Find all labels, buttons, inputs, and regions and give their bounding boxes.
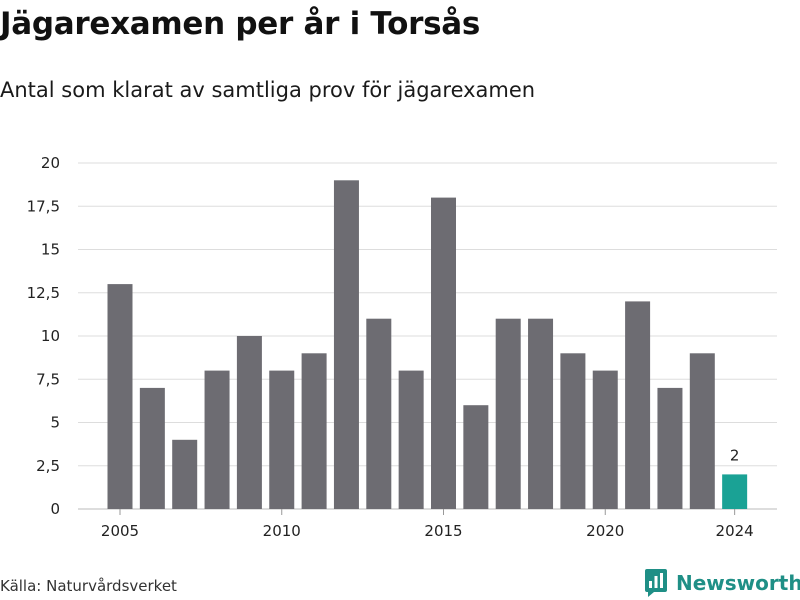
- bar: [301, 353, 327, 509]
- bar: [689, 353, 715, 509]
- bar: [431, 197, 456, 509]
- y-tick-label: 7,5: [36, 370, 60, 388]
- bar: [528, 318, 554, 509]
- y-tick-label: 20: [41, 154, 60, 172]
- brand-logo: Newsworthy: [644, 567, 800, 599]
- bar-highlighted: [722, 474, 748, 509]
- x-axis-ticks: 2005 2010 2015 2020 2024: [101, 509, 754, 540]
- x-tick-label: 2020: [586, 522, 624, 540]
- x-tick-label: 2015: [424, 522, 462, 540]
- x-tick-label: 2024: [716, 522, 754, 540]
- y-tick-label: 10: [41, 327, 60, 345]
- bar: [625, 301, 651, 509]
- chart-subtitle: Antal som klarat av samtliga prov för jä…: [0, 78, 536, 102]
- bar: [592, 370, 618, 509]
- data-label: 2: [730, 446, 740, 464]
- bar: [139, 387, 165, 509]
- bar: [204, 370, 230, 509]
- chart-title: Jägarexamen per år i Torsås: [0, 6, 481, 42]
- bar: [107, 284, 133, 509]
- x-tick-label: 2005: [101, 522, 139, 540]
- bar: [463, 405, 489, 509]
- y-tick-label: 15: [41, 241, 60, 259]
- y-axis-ticks: 0 2,5 5 7,5 10 12,5 15 17,5 20: [27, 154, 60, 518]
- newsworthy-logo-icon: [645, 569, 667, 597]
- y-tick-label: 0: [50, 500, 60, 518]
- bar: [398, 370, 424, 509]
- bar: [657, 387, 683, 509]
- x-tick-label: 2010: [263, 522, 301, 540]
- bar: [560, 353, 586, 509]
- data-labels: 2: [730, 446, 740, 464]
- bars: [107, 180, 748, 510]
- y-tick-label: 5: [50, 414, 60, 432]
- bar: [236, 336, 262, 509]
- bar: [269, 370, 295, 509]
- bar: [366, 318, 392, 509]
- bar: [495, 318, 521, 509]
- source-note: Källa: Naturvårdsverket: [0, 577, 177, 595]
- bar: [333, 180, 359, 510]
- y-tick-label: 2,5: [36, 457, 60, 475]
- gridlines: [78, 162, 777, 510]
- brand-name: Newsworthy: [676, 571, 800, 595]
- bar: [172, 439, 198, 509]
- y-tick-label: 17,5: [27, 197, 60, 215]
- y-tick-label: 12,5: [27, 284, 60, 302]
